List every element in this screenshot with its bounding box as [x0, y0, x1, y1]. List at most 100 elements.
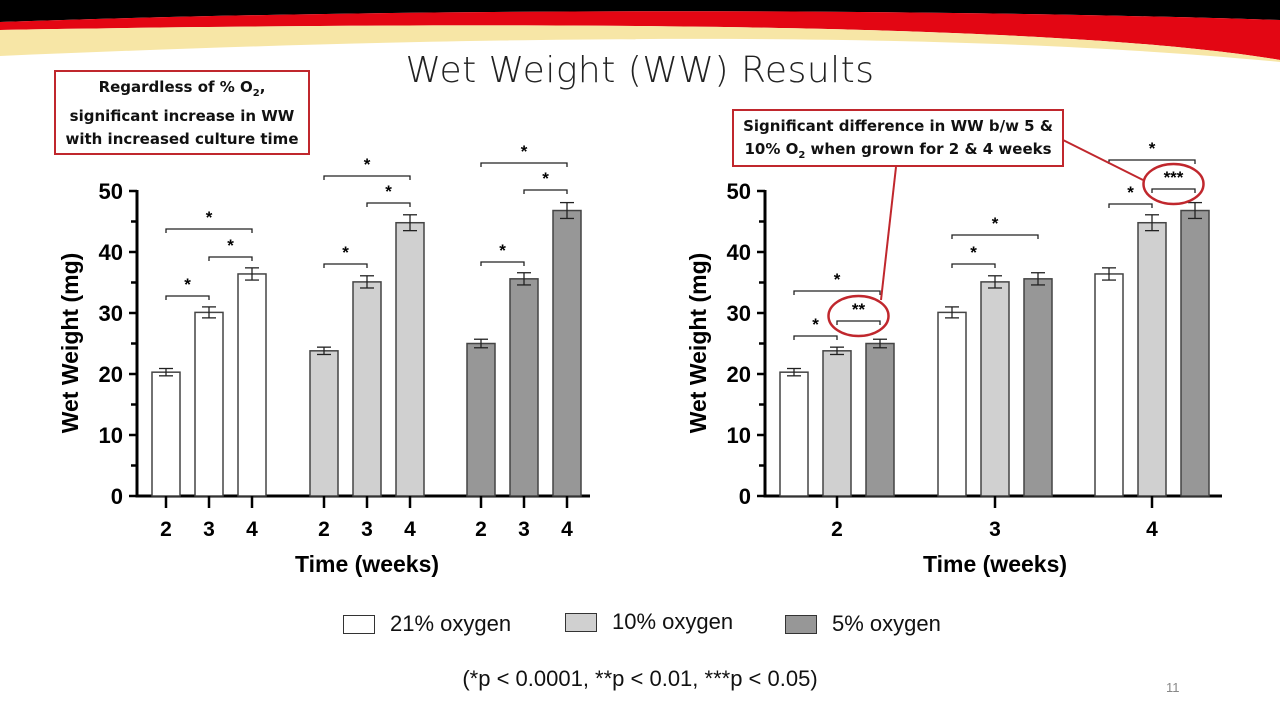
y-axis-title: Wet Weight (mg)	[57, 253, 83, 434]
significance-bracket	[523, 189, 568, 194]
significance-bracket	[793, 290, 881, 295]
significance-bracket	[366, 202, 411, 207]
legend-item-21: 21% oxygen	[343, 611, 511, 637]
significance-label: *	[521, 142, 528, 161]
x-tick-label: 4	[404, 518, 416, 541]
significance-bracket	[165, 228, 253, 233]
bar	[937, 311, 967, 497]
y-tick-label: 30	[727, 301, 751, 326]
bar	[352, 281, 382, 497]
significance-bracket	[165, 295, 210, 300]
bar	[237, 273, 267, 497]
x-tick-label: 3	[518, 518, 530, 541]
callout-right-text: Significant difference in WW b/w 5 &	[743, 117, 1053, 135]
x-tick-label: 2	[475, 518, 487, 541]
callout-leader-line	[1062, 139, 1144, 181]
x-tick-label: 4	[561, 518, 573, 541]
callout-left-text: significant increase in WW	[69, 107, 295, 125]
significance-bracket	[793, 335, 838, 340]
significance-label: *	[184, 275, 191, 294]
significance-bracket	[323, 175, 411, 180]
significance-label: *	[1127, 183, 1134, 202]
legend-swatch	[565, 612, 597, 632]
x-tick-label: 3	[203, 518, 215, 541]
bar	[1137, 221, 1167, 497]
y-tick-label: 20	[99, 362, 123, 387]
y-tick-label: 0	[739, 484, 751, 509]
significance-label: *	[385, 182, 392, 201]
significance-label: ***	[1164, 168, 1184, 187]
bar	[466, 342, 496, 497]
bar	[1023, 278, 1053, 497]
bar	[509, 278, 539, 497]
legend-swatch	[343, 614, 375, 634]
significance-label: *	[499, 241, 506, 260]
significance-label: *	[834, 270, 841, 289]
bar	[552, 209, 582, 497]
significance-label: *	[364, 155, 371, 174]
significance-footnote: (*p < 0.0001, **p < 0.01, ***p < 0.05)	[462, 666, 818, 691]
y-tick-label: 40	[727, 240, 751, 265]
significance-bracket	[951, 234, 1039, 239]
x-axis-title: Time (weeks)	[295, 551, 439, 577]
callout-right-text: 10% O	[744, 140, 799, 158]
bar	[395, 221, 425, 497]
x-tick-label: 2	[318, 518, 330, 541]
bar	[309, 350, 339, 497]
x-tick-label: 2	[831, 518, 843, 541]
callout-leader-line	[880, 166, 897, 301]
x-tick-label: 4	[246, 518, 258, 541]
significance-label: *	[992, 214, 999, 233]
significance-label: *	[227, 236, 234, 255]
bar	[779, 371, 809, 497]
y-tick-label: 0	[111, 484, 123, 509]
callout-left-text: with increased culture time	[65, 130, 299, 148]
x-axis-title: Time (weeks)	[923, 551, 1067, 577]
callout-right-text: when grown for 2 & 4 weeks	[805, 140, 1052, 158]
significance-bracket	[1108, 159, 1196, 164]
significance-label: **	[852, 300, 866, 319]
x-tick-label: 2	[160, 518, 172, 541]
significance-label: *	[542, 169, 549, 188]
legend-label: 5% oxygen	[832, 611, 941, 636]
significance-label: *	[970, 243, 977, 262]
bar	[1094, 273, 1124, 497]
highlight-circle	[1142, 162, 1205, 206]
significance-bracket	[480, 261, 525, 266]
y-tick-label: 40	[99, 240, 123, 265]
callout-right-subscript: 2	[798, 150, 806, 161]
legend-item-5: 5% oxygen	[785, 611, 941, 637]
bar	[865, 342, 895, 497]
bar	[980, 281, 1010, 497]
callout-left-text: Regardless of % O	[98, 78, 253, 96]
significance-bracket	[836, 320, 881, 325]
header-swoosh-decoration	[0, 0, 1280, 70]
slide-title: Wet Weight (WW) Results	[405, 50, 875, 91]
highlight-circle	[827, 294, 890, 338]
significance-label: *	[1149, 139, 1156, 158]
bar	[1180, 209, 1210, 497]
callout-left-text: ,	[259, 78, 266, 96]
significance-bracket	[951, 263, 996, 268]
legend-label: 21% oxygen	[390, 611, 512, 636]
x-tick-label: 3	[361, 518, 373, 541]
bar	[822, 350, 852, 497]
bar	[151, 371, 181, 497]
y-tick-label: 20	[727, 362, 751, 387]
x-tick-label: 4	[1146, 518, 1158, 541]
callout-right: Significant difference in WW b/w 5 & 10%…	[732, 109, 1064, 167]
bar	[194, 311, 224, 497]
legend-swatch	[785, 614, 817, 634]
legend-item-10: 10% oxygen	[565, 609, 733, 635]
significance-bracket	[480, 162, 568, 167]
y-tick-label: 10	[727, 423, 751, 448]
page-number: 11	[1166, 680, 1180, 695]
significance-label: *	[812, 315, 819, 334]
significance-bracket	[1151, 188, 1196, 193]
callout-left-subscript: 2	[252, 88, 260, 99]
significance-label: *	[206, 208, 213, 227]
significance-bracket	[323, 263, 368, 268]
significance-bracket	[208, 256, 253, 261]
legend-label: 10% oxygen	[612, 609, 734, 634]
